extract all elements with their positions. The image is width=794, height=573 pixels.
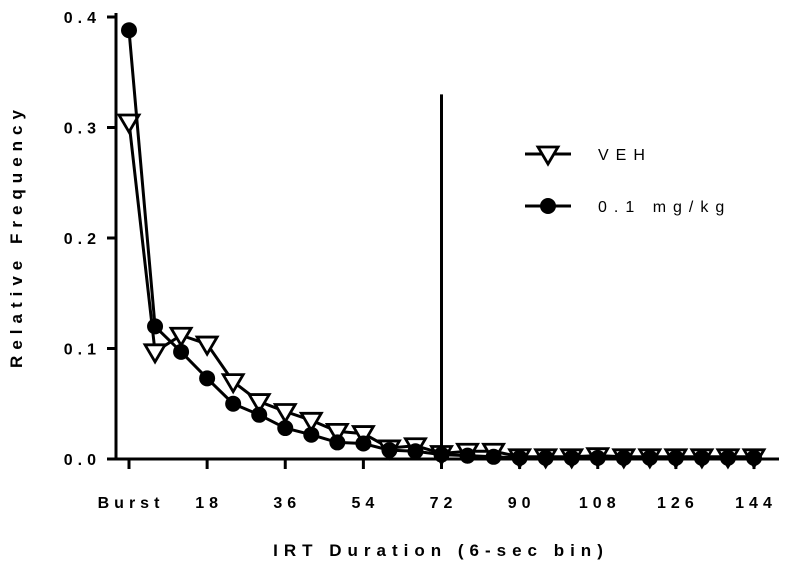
legend-label: VEH bbox=[598, 147, 652, 164]
data-point bbox=[485, 448, 502, 465]
x-tick-label: 18 bbox=[195, 495, 223, 512]
data-point bbox=[298, 411, 324, 434]
data-point bbox=[433, 446, 450, 463]
legend-item-1: 0.1 mg/kg bbox=[525, 198, 731, 216]
axes bbox=[114, 13, 779, 461]
legend-label: 0.1 mg/kg bbox=[598, 199, 731, 216]
data-point bbox=[563, 449, 580, 466]
x-tick-label: 36 bbox=[273, 495, 301, 512]
legend-item-0: VEH bbox=[525, 145, 652, 167]
x-tick-label: 144 bbox=[735, 495, 777, 512]
y-tick-label: 0.3 bbox=[64, 121, 101, 138]
legend-marker bbox=[540, 198, 556, 214]
data-point bbox=[537, 449, 554, 466]
data-point bbox=[251, 406, 268, 423]
data-point bbox=[121, 22, 137, 39]
data-point bbox=[194, 335, 220, 357]
data-point bbox=[116, 113, 142, 135]
y-tick-label: 0.2 bbox=[64, 231, 101, 248]
data-point bbox=[589, 449, 606, 466]
data-point bbox=[355, 435, 372, 452]
x-axis-label: IRT Duration (6-sec bin) bbox=[273, 541, 609, 560]
legend: VEH 0.1 mg/kg bbox=[525, 145, 731, 216]
data-point bbox=[381, 442, 398, 459]
series-group bbox=[116, 22, 767, 470]
x-tick-label: 72 bbox=[430, 495, 458, 512]
data-point bbox=[173, 343, 190, 360]
data-point bbox=[168, 326, 194, 349]
x-tick-label: 108 bbox=[579, 495, 621, 512]
y-axis-label: Relative Frequency bbox=[7, 104, 26, 368]
data-point bbox=[246, 393, 272, 415]
data-point bbox=[641, 449, 658, 466]
data-point bbox=[272, 403, 298, 425]
data-point bbox=[667, 449, 684, 466]
data-point bbox=[746, 449, 762, 466]
x-tick-label: 54 bbox=[351, 495, 379, 512]
data-point bbox=[324, 422, 350, 445]
data-point bbox=[407, 443, 424, 460]
data-point bbox=[142, 343, 168, 365]
x-tick-label: 126 bbox=[657, 495, 699, 512]
data-point bbox=[147, 318, 164, 335]
y-tick-label: 0.0 bbox=[64, 452, 101, 469]
data-point bbox=[329, 434, 346, 451]
data-point bbox=[199, 370, 216, 387]
series-1 bbox=[121, 22, 762, 466]
data-point bbox=[220, 373, 246, 395]
data-point bbox=[719, 449, 736, 466]
data-point bbox=[615, 449, 632, 466]
data-point bbox=[693, 449, 710, 466]
x-tick-label: 90 bbox=[508, 495, 536, 512]
data-point bbox=[350, 425, 376, 447]
data-point bbox=[277, 420, 294, 437]
y-tick-label: 0.1 bbox=[64, 342, 101, 359]
ticks: 0.0 0.1 0.2 0.3 0.4 Burst 18 36 54 72 90 108 126 144 bbox=[64, 10, 777, 512]
data-point bbox=[303, 426, 320, 443]
legend-marker bbox=[535, 145, 561, 167]
data-point bbox=[459, 447, 476, 464]
x-tick-label: Burst bbox=[98, 495, 165, 512]
data-point bbox=[511, 449, 528, 466]
data-point bbox=[225, 395, 242, 412]
y-tick-label: 0.4 bbox=[64, 10, 101, 27]
